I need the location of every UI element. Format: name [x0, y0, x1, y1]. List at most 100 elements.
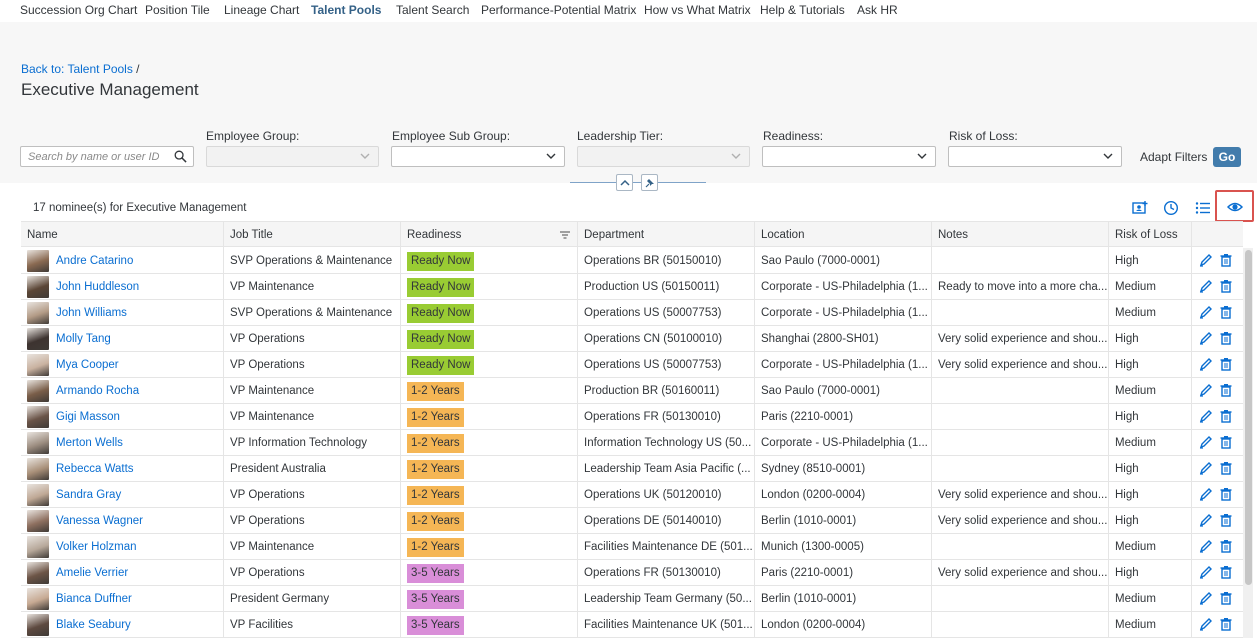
table-row[interactable]: Bianca Duffner President Germany 3-5 Years…	[21, 586, 1243, 612]
edit-icon[interactable]	[1199, 487, 1213, 501]
delete-icon[interactable]	[1219, 435, 1233, 449]
eye-icon[interactable]	[1227, 199, 1243, 215]
nav-item-ask-hr[interactable]: Ask HR	[857, 3, 898, 17]
list-view-icon[interactable]	[1195, 200, 1211, 216]
table-row[interactable]: Andre Catarino SVP Operations & Maintenan…	[21, 248, 1243, 274]
location-cell: Berlin (1010-0001)	[754, 508, 931, 534]
edit-icon[interactable]	[1199, 253, 1213, 267]
delete-icon[interactable]	[1219, 487, 1233, 501]
nav-item-lineage-chart[interactable]: Lineage Chart	[224, 3, 300, 17]
collapse-header-button[interactable]	[616, 174, 633, 191]
delete-icon[interactable]	[1219, 383, 1233, 397]
nav-item-succession-org-chart[interactable]: Succession Org Chart	[20, 3, 138, 17]
employee-name-link[interactable]: Amelie Verrier	[56, 567, 129, 579]
employee-name-link[interactable]: Mya Cooper	[56, 359, 119, 371]
employee-name-link[interactable]: Vanessa Wagner	[56, 515, 143, 527]
delete-icon[interactable]	[1219, 331, 1233, 345]
employee-name-link[interactable]: John Huddleson	[56, 281, 140, 293]
edit-icon[interactable]	[1199, 565, 1213, 579]
chevron-down-icon	[546, 153, 556, 159]
edit-icon[interactable]	[1199, 461, 1213, 475]
delete-icon[interactable]	[1219, 409, 1233, 423]
column-location[interactable]: Location	[754, 222, 931, 248]
nav-item-how-vs-what-matrix[interactable]: How vs What Matrix	[644, 3, 751, 17]
back-link[interactable]: Back to: Talent Pools	[21, 62, 133, 76]
edit-icon[interactable]	[1199, 357, 1213, 371]
table-row[interactable]: John Williams SVP Operations & Maintenanc…	[21, 300, 1243, 326]
name-cell: Vanessa Wagner	[21, 508, 223, 534]
edit-icon[interactable]	[1199, 617, 1213, 631]
edit-icon[interactable]	[1199, 539, 1213, 553]
nav-item-performance-potential-matrix[interactable]: Performance-Potential Matrix	[481, 3, 637, 17]
edit-icon[interactable]	[1199, 409, 1213, 423]
employee-name-link[interactable]: Bianca Duffner	[56, 593, 132, 605]
column-readiness[interactable]: Readiness	[400, 222, 577, 248]
column-job-title[interactable]: Job Title	[223, 222, 400, 248]
edit-icon[interactable]	[1199, 305, 1213, 319]
delete-icon[interactable]	[1219, 253, 1233, 267]
job-title-cell: VP Maintenance	[223, 534, 400, 560]
column-actions	[1191, 222, 1243, 248]
edit-icon[interactable]	[1199, 591, 1213, 605]
delete-icon[interactable]	[1219, 617, 1233, 631]
nav-item-talent-search[interactable]: Talent Search	[396, 3, 470, 17]
table-row[interactable]: Blake Seabury VP Facilities 3-5 Years Facil…	[21, 612, 1243, 638]
employee-name-link[interactable]: Rebecca Watts	[56, 463, 134, 475]
employee-name-link[interactable]: Armando Rocha	[56, 385, 140, 397]
risk-of-loss-select[interactable]	[948, 146, 1122, 167]
readiness-select[interactable]	[762, 146, 936, 167]
table-row[interactable]: Gigi Masson VP Maintenance 1-2 Years Operat…	[21, 404, 1243, 430]
avatar	[27, 302, 49, 324]
history-icon[interactable]	[1163, 200, 1179, 216]
delete-icon[interactable]	[1219, 565, 1233, 579]
scrollbar-thumb[interactable]	[1245, 250, 1252, 585]
delete-icon[interactable]	[1219, 461, 1233, 475]
table-row[interactable]: Volker Holzman VP Maintenance 1-2 Years Fac…	[21, 534, 1243, 560]
edit-icon[interactable]	[1199, 513, 1213, 527]
pin-header-button[interactable]	[641, 174, 658, 191]
adapt-filters-button[interactable]: Adapt Filters	[1140, 150, 1208, 164]
delete-icon[interactable]	[1219, 279, 1233, 293]
search-icon[interactable]	[174, 150, 187, 163]
edit-icon[interactable]	[1199, 279, 1213, 293]
employee-name-link[interactable]: Molly Tang	[56, 333, 111, 345]
delete-icon[interactable]	[1219, 539, 1233, 553]
table-row[interactable]: Vanessa Wagner VP Operations 1-2 Years Oper…	[21, 508, 1243, 534]
nav-item-help-tutorials[interactable]: Help & Tutorials	[760, 3, 845, 17]
name-cell: Gigi Masson	[21, 404, 223, 430]
table-row[interactable]: Mya Cooper VP Operations Ready Now Operatio…	[21, 352, 1243, 378]
go-button[interactable]: Go	[1213, 147, 1241, 167]
employee-name-link[interactable]: Gigi Masson	[56, 411, 120, 423]
delete-icon[interactable]	[1219, 305, 1233, 319]
table-row[interactable]: Merton Wells VP Information Technology 1-2…	[21, 430, 1243, 456]
employee-name-link[interactable]: Andre Catarino	[56, 255, 134, 267]
employee-name-link[interactable]: Merton Wells	[56, 437, 123, 449]
add-nominee-icon[interactable]	[1132, 200, 1148, 216]
table-row[interactable]: Armando Rocha VP Maintenance 1-2 Years Prod…	[21, 378, 1243, 404]
delete-icon[interactable]	[1219, 357, 1233, 371]
edit-icon[interactable]	[1199, 331, 1213, 345]
employee-name-link[interactable]: John Williams	[56, 307, 127, 319]
column-risk-of-loss[interactable]: Risk of Loss	[1108, 222, 1191, 248]
readiness-label: Readiness:	[763, 129, 824, 143]
table-row[interactable]: Amelie Verrier VP Operations 3-5 Years Oper…	[21, 560, 1243, 586]
edit-icon[interactable]	[1199, 383, 1213, 397]
employee-name-link[interactable]: Volker Holzman	[56, 541, 137, 553]
delete-icon[interactable]	[1219, 591, 1233, 605]
table-row[interactable]: John Huddleson VP Maintenance Ready Now Pro…	[21, 274, 1243, 300]
table-row[interactable]: Sandra Gray VP Operations 1-2 Years Operati…	[21, 482, 1243, 508]
table-row[interactable]: Molly Tang VP Operations Ready Now Operatio…	[21, 326, 1243, 352]
edit-icon[interactable]	[1199, 435, 1213, 449]
column-notes[interactable]: Notes	[931, 222, 1108, 248]
avatar	[27, 588, 49, 610]
nav-item-talent-pools[interactable]: Talent Pools	[311, 3, 382, 17]
search-input[interactable]: Search by name or user ID	[20, 146, 194, 167]
employee-sub-group-select[interactable]	[391, 146, 565, 167]
delete-icon[interactable]	[1219, 513, 1233, 527]
column-department[interactable]: Department	[577, 222, 754, 248]
nav-item-position-tile[interactable]: Position Tile	[145, 3, 210, 17]
employee-name-link[interactable]: Blake Seabury	[56, 619, 131, 631]
table-row[interactable]: Rebecca Watts President Australia 1-2 Year…	[21, 456, 1243, 482]
employee-name-link[interactable]: Sandra Gray	[56, 489, 122, 501]
column-name[interactable]: Name	[27, 229, 58, 241]
